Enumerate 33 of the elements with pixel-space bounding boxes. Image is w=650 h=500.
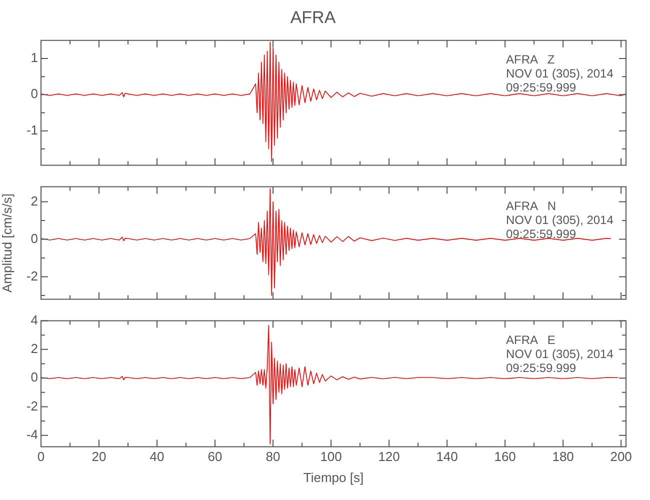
x-tick-label: 140 xyxy=(436,449,458,464)
x-tick-label: 200 xyxy=(610,449,632,464)
y-tick-label: 4 xyxy=(30,312,38,328)
x-axis-title: Tiempo [s] xyxy=(303,470,364,485)
y-tick-label: -2 xyxy=(26,268,38,284)
annotation: 09:25:59.999 xyxy=(506,361,576,376)
annotation: NOV 01 (305), 2014 xyxy=(506,66,614,81)
y-tick-label: -2 xyxy=(26,398,38,414)
annotation: 09:25:59.999 xyxy=(506,227,576,242)
chart-title: AFRA xyxy=(290,8,336,27)
annotation: NOV 01 (305), 2014 xyxy=(506,347,614,362)
annotation: AFRA Z xyxy=(506,52,555,67)
y-axis-title: Amplitud [cm/s/s] xyxy=(0,194,14,292)
x-tick-label: 40 xyxy=(150,449,164,464)
y-tick-label: 0 xyxy=(30,86,38,102)
annotation: AFRA E xyxy=(506,333,556,348)
x-tick-label: 160 xyxy=(494,449,516,464)
x-tick-label: 100 xyxy=(320,449,342,464)
y-tick-label: -1 xyxy=(26,122,38,138)
x-tick-label: 120 xyxy=(378,449,400,464)
x-tick-label: 20 xyxy=(92,449,106,464)
x-tick-label: 80 xyxy=(266,449,280,464)
annotation: 09:25:59.999 xyxy=(506,80,576,95)
x-tick-label: 60 xyxy=(208,449,222,464)
y-tick-label: 0 xyxy=(30,230,38,246)
y-tick-label: 1 xyxy=(30,50,38,66)
annotation: AFRA N xyxy=(506,199,556,214)
x-tick-label: 180 xyxy=(552,449,574,464)
y-tick-label: 2 xyxy=(30,193,38,208)
y-tick-label: -4 xyxy=(26,426,38,442)
y-tick-label: 2 xyxy=(30,341,38,356)
annotation: NOV 01 (305), 2014 xyxy=(506,213,614,228)
y-tick-label: 0 xyxy=(30,370,38,385)
